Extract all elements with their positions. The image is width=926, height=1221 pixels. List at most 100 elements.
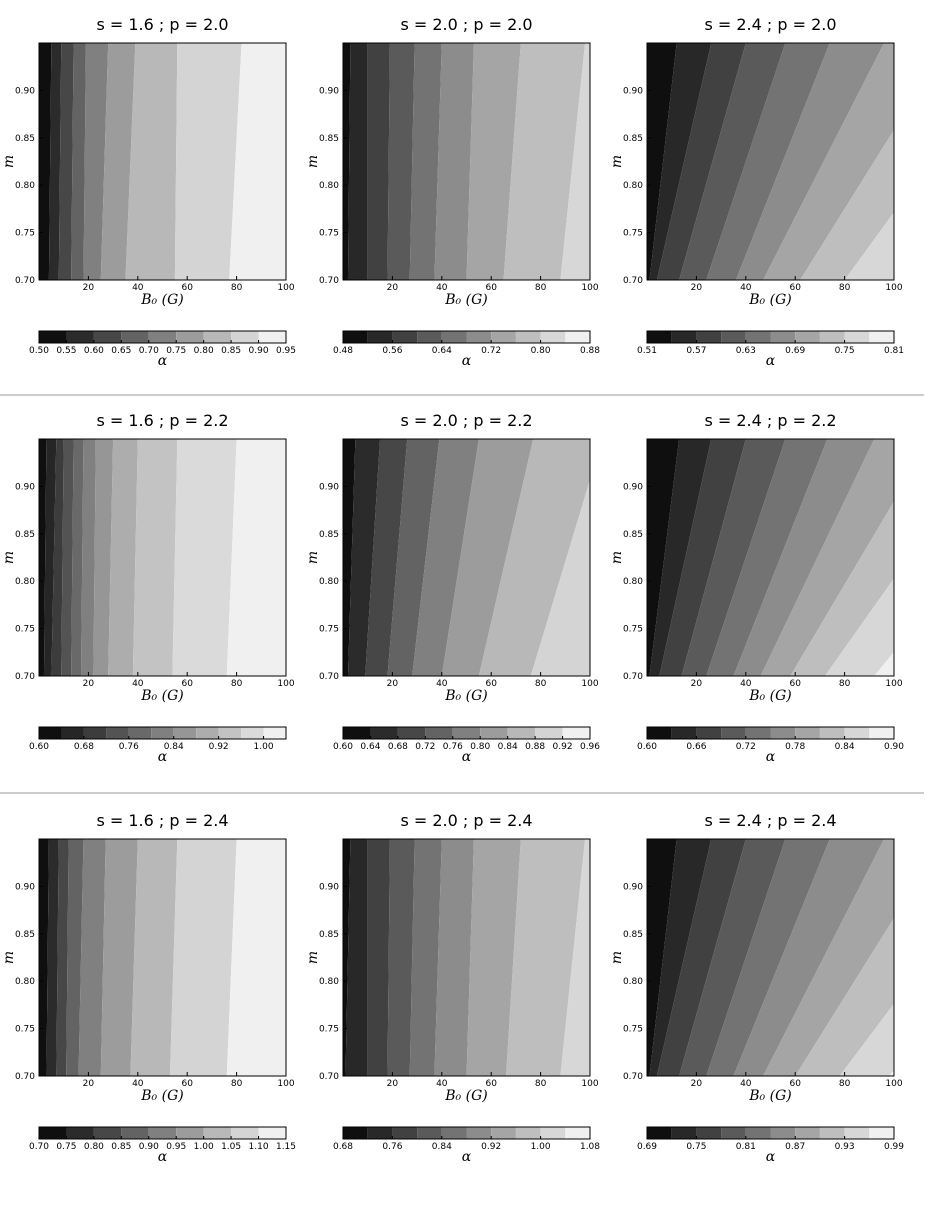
contour-band: [343, 439, 356, 676]
colorbar-tick-label: 0.90: [249, 346, 269, 356]
colorbar-band: [745, 1127, 771, 1139]
colorbar-tick-label: 0.95: [166, 1142, 186, 1152]
colorbar-band: [151, 727, 174, 739]
x-tick-label: 80: [535, 679, 547, 689]
contour-band: [839, 1003, 894, 1076]
colorbar-tick-label: 0.60: [29, 742, 49, 752]
contour-band: [659, 439, 746, 676]
contour-band: [39, 43, 52, 280]
colorbar-band: [343, 331, 368, 343]
colorbar-band: [819, 1127, 845, 1139]
colorbar-band: [795, 727, 820, 739]
colorbar-tick-label: 0.72: [481, 346, 501, 356]
y-tick-label: 0.75: [319, 229, 339, 239]
colorbar-band: [844, 727, 870, 739]
colorbar-band: [452, 727, 481, 739]
colorbar-band: [93, 331, 122, 343]
y-tick-label: 0.75: [623, 229, 643, 239]
x-tick-label: 100: [277, 679, 294, 689]
y-tick-label: 0.85: [319, 930, 339, 940]
colorbar-label: α: [158, 353, 168, 369]
x-tick-label: 100: [885, 679, 902, 689]
panel-title: s = 1.6 ; p = 2.4: [96, 811, 228, 830]
x-axis-label: B₀ (G): [444, 688, 487, 704]
contour-band: [56, 839, 69, 1076]
colorbar-band: [844, 331, 870, 343]
x-tick-label: 40: [132, 679, 144, 689]
colorbar-tick-label: 1.00: [531, 1142, 551, 1152]
x-tick-label: 60: [485, 679, 497, 689]
contour-band: [48, 43, 62, 280]
colorbar-band: [647, 331, 672, 343]
colorbar-tick-label: 0.60: [637, 742, 657, 752]
colorbar-tick-label: 0.65: [111, 346, 131, 356]
x-axis-label: B₀ (G): [748, 688, 791, 704]
colorbar-band: [121, 331, 149, 343]
colorbar-band: [343, 727, 371, 739]
colorbar-tick-label: 0.99: [884, 1142, 904, 1152]
contour-band: [367, 43, 390, 280]
x-tick-label: 100: [277, 283, 294, 293]
x-tick-label: 80: [231, 679, 243, 689]
colorbar-tick-label: 0.85: [221, 346, 241, 356]
colorbar-band: [540, 1127, 566, 1139]
colorbar-band: [795, 331, 820, 343]
x-tick-label: 40: [436, 679, 448, 689]
plot-frame: [342, 838, 591, 1077]
contour-band: [130, 839, 178, 1076]
x-tick-label: 60: [789, 1079, 801, 1089]
colorbar-frame: [342, 330, 591, 344]
colorbar-band: [565, 331, 590, 343]
contour-band: [409, 839, 442, 1076]
colorbar-band: [535, 727, 563, 739]
contour-band: [343, 43, 351, 280]
y-tick-label: 0.75: [15, 1025, 35, 1035]
colorbar-band: [231, 331, 259, 343]
y-tick-label: 0.80: [623, 181, 643, 191]
colorbar-tick-label: 0.76: [119, 742, 139, 752]
colorbar-band: [647, 727, 672, 739]
colorbar-tick-label: 0.68: [74, 742, 94, 752]
colorbar-band: [745, 727, 771, 739]
y-tick-label: 0.80: [15, 181, 35, 191]
colorbar-band: [343, 1127, 368, 1139]
contour-band: [343, 839, 351, 1076]
colorbar-tick-label: 0.87: [785, 1142, 805, 1152]
y-axis-label: m: [1, 951, 17, 964]
colorbar-tick-label: 0.66: [686, 742, 706, 752]
colorbar-band: [66, 1127, 94, 1139]
x-tick-label: 100: [581, 283, 598, 293]
x-tick-label: 60: [789, 679, 801, 689]
colorbar-tick-label: 0.93: [835, 1142, 855, 1152]
y-tick-label: 0.70: [15, 276, 35, 286]
y-tick-label: 0.85: [623, 530, 643, 540]
contour-band: [39, 839, 49, 1076]
y-tick-label: 0.80: [623, 577, 643, 587]
x-tick-label: 80: [535, 1079, 547, 1089]
y-axis-label: m: [609, 951, 625, 964]
contour-band: [679, 43, 786, 280]
y-tick-label: 0.75: [319, 1025, 339, 1035]
y-tick-label: 0.90: [15, 882, 35, 892]
colorbar-band: [196, 727, 219, 739]
x-tick-label: 60: [485, 1079, 497, 1089]
colorbar-band: [231, 1127, 259, 1139]
x-tick-label: 100: [885, 1079, 902, 1089]
contour-band: [387, 839, 415, 1076]
y-axis-label: m: [305, 155, 321, 168]
contour-band: [132, 439, 178, 676]
colorbar-band: [417, 331, 442, 343]
colorbar-band: [721, 1127, 746, 1139]
contour-band: [125, 43, 178, 280]
x-axis-label: B₀ (G): [140, 1088, 183, 1104]
colorbar-tick-label: 0.92: [209, 742, 229, 752]
x-tick-label: 40: [436, 283, 448, 293]
x-tick-label: 60: [181, 283, 193, 293]
x-tick-label: 40: [132, 1079, 144, 1089]
colorbar-tick-label: 0.68: [333, 1142, 353, 1152]
colorbar-band: [392, 331, 418, 343]
contour-band: [647, 839, 677, 1076]
colorbar-tick-label: 0.76: [443, 742, 463, 752]
colorbar-band: [83, 727, 107, 739]
y-tick-label: 0.85: [623, 134, 643, 144]
